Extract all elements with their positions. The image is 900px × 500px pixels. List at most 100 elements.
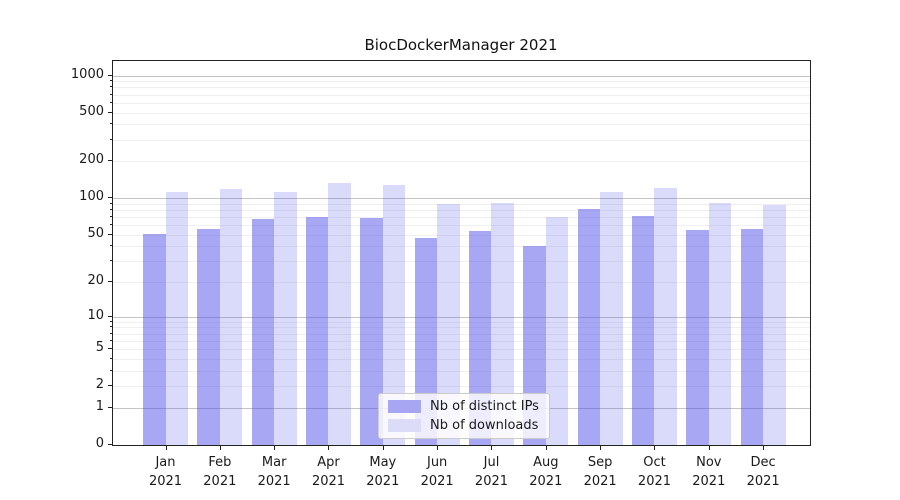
x-tick-mark (708, 446, 710, 450)
x-tick-year: 2021 (474, 474, 509, 489)
x-tick-mark (600, 446, 602, 450)
minor-gridline (113, 234, 810, 236)
x-tick-mark (491, 446, 493, 450)
x-tick-month: Jul (483, 455, 500, 470)
x-tick-month: Dec (750, 455, 776, 470)
y-tick-mark (108, 74, 112, 76)
y-minor-tick-mark (110, 339, 112, 341)
y-tick-label: 20 (87, 273, 104, 289)
y-tick-mark (108, 315, 112, 317)
bar-mar-distinct-ips (251, 218, 275, 445)
x-tick-month: Apr (317, 455, 340, 470)
y-minor-tick-mark (110, 260, 112, 262)
minor-gridline (113, 261, 810, 263)
y-minor-tick-mark (110, 111, 112, 113)
x-tick-mark (165, 446, 167, 450)
minor-gridline (113, 161, 810, 163)
bar-dec-distinct-ips (740, 228, 764, 445)
minor-gridline (113, 340, 810, 342)
x-tick-month: Aug (533, 455, 559, 470)
minor-gridline (113, 358, 810, 360)
y-tick-mark (108, 444, 112, 445)
x-tick-label: Mar 2021 (242, 453, 306, 491)
x-tick-label: Dec 2021 (731, 453, 795, 491)
minor-gridline (113, 327, 810, 329)
bar-nov-downloads (708, 203, 732, 445)
x-tick-mark (763, 446, 765, 450)
x-tick-month: Sep (587, 455, 613, 470)
minor-gridline (113, 370, 810, 372)
legend-swatch-downloads-icon (388, 419, 421, 432)
x-tick-label: Apr 2021 (296, 453, 360, 491)
x-tick-year: 2021 (583, 474, 617, 489)
minor-gridline (113, 81, 810, 83)
legend-item-distinct-ips: Nb of distinct IPs (388, 399, 539, 414)
legend-item-downloads: Nb of downloads (388, 418, 539, 433)
y-minor-tick-mark (110, 385, 112, 387)
x-tick-label: Jul 2021 (459, 453, 523, 491)
bar-aug-downloads (545, 217, 569, 445)
x-tick-month: Jun (426, 455, 448, 470)
minor-gridline (113, 209, 810, 211)
bar-feb-distinct-ips (197, 228, 220, 445)
y-minor-tick-mark (110, 320, 112, 322)
x-tick-month: Jan (155, 455, 176, 470)
y-minor-tick-mark (110, 101, 112, 103)
x-tick-mark (328, 446, 330, 450)
x-tick-month: Oct (643, 455, 666, 470)
y-minor-tick-mark (110, 86, 112, 88)
major-gridline (113, 198, 810, 200)
minor-gridline (113, 203, 810, 205)
bar-nov-distinct-ips (686, 229, 709, 445)
x-tick-mark (545, 446, 547, 450)
y-minor-tick-mark (110, 80, 112, 82)
y-minor-tick-mark (110, 216, 112, 218)
y-tick-mark (108, 406, 112, 408)
bar-may-distinct-ips (360, 217, 383, 445)
y-minor-tick-mark (110, 233, 112, 235)
y-minor-tick-mark (110, 93, 112, 95)
minor-gridline (113, 321, 810, 323)
bar-may-downloads (382, 184, 406, 445)
y-tick-label: 2 (95, 377, 104, 393)
bar-jan-distinct-ips (143, 233, 166, 445)
y-tick-label: 1000 (70, 66, 104, 82)
x-tick-label: Jan 2021 (134, 453, 198, 491)
x-tick-year: 2021 (637, 474, 672, 489)
bar-dec-downloads (763, 204, 786, 445)
y-minor-tick-mark (110, 281, 112, 283)
x-tick-mark (382, 446, 384, 450)
minor-gridline (113, 112, 810, 114)
minor-gridline (113, 102, 810, 104)
bar-oct-distinct-ips (631, 215, 655, 445)
y-minor-tick-mark (110, 202, 112, 204)
x-tick-year: 2021 (420, 474, 454, 489)
y-minor-tick-mark (110, 123, 112, 125)
y-minor-tick-mark (110, 357, 112, 359)
y-minor-tick-mark (110, 332, 112, 334)
y-tick-label: 0 (95, 436, 104, 451)
legend: Nb of distinct IPs Nb of downloads (378, 393, 550, 439)
minor-gridline (113, 124, 810, 126)
major-gridline (113, 75, 810, 77)
bar-oct-downloads (654, 187, 677, 445)
x-tick-label: Nov 2021 (677, 453, 741, 491)
y-tick-label: 10 (87, 307, 104, 323)
minor-gridline (113, 282, 810, 284)
x-tick-mark (654, 446, 656, 450)
x-tick-label: Feb 2021 (188, 453, 252, 491)
bar-jun-downloads (437, 204, 460, 445)
legend-label-downloads: Nb of downloads (430, 418, 539, 433)
bar-feb-downloads (219, 189, 243, 445)
x-tick-month: Mar (261, 455, 287, 470)
x-tick-year: 2021 (311, 474, 346, 489)
minor-gridline (113, 246, 810, 248)
minor-gridline (113, 87, 810, 89)
x-tick-month: Feb (208, 455, 232, 470)
minor-gridline (113, 94, 810, 96)
x-tick-month: Nov (696, 455, 722, 470)
plot-area (112, 60, 811, 446)
x-tick-year: 2021 (366, 474, 400, 489)
y-tick-label: 200 (79, 152, 104, 168)
bar-jul-downloads (491, 202, 514, 445)
